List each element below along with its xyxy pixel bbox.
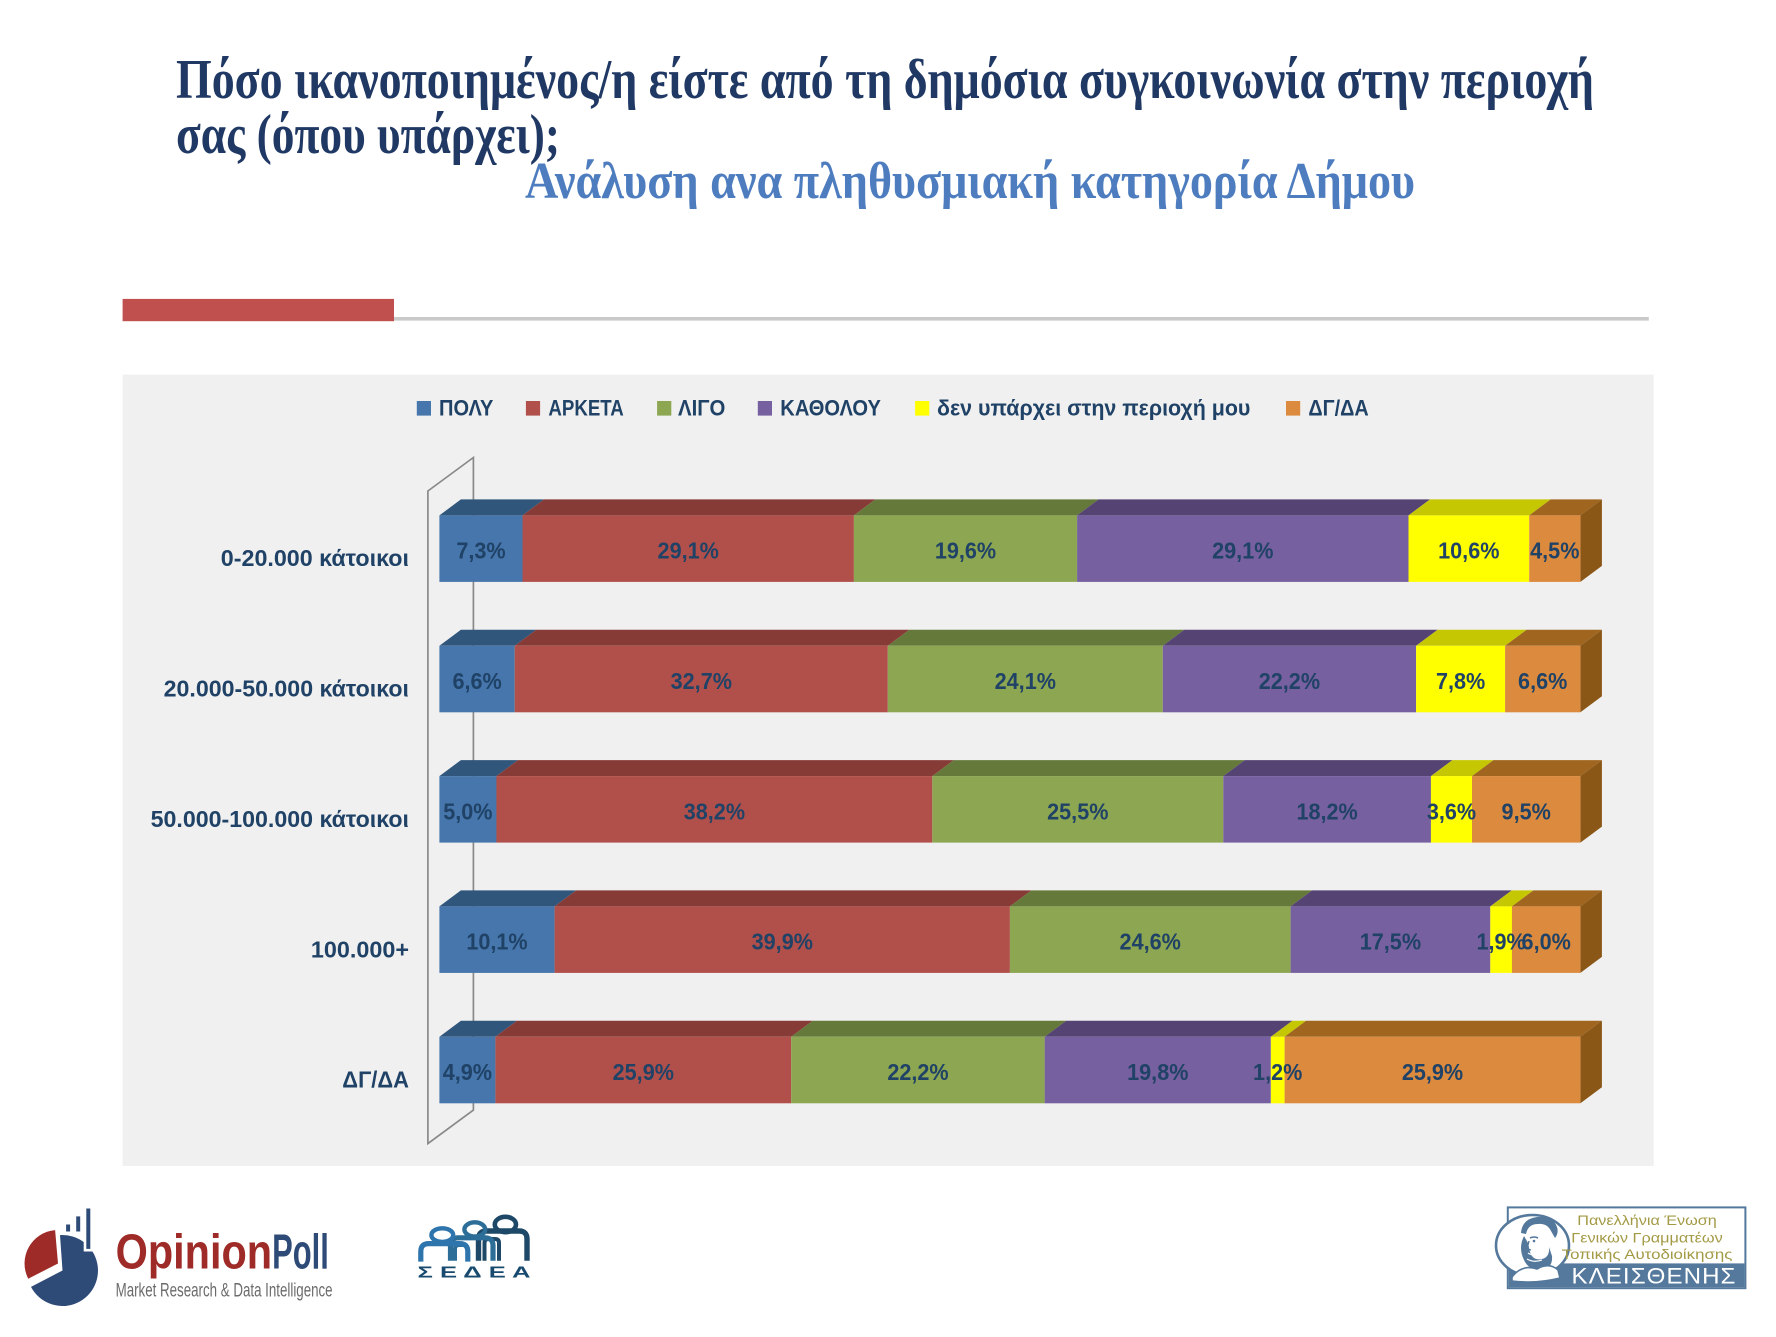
svg-text:22,2%: 22,2% <box>1259 668 1320 694</box>
svg-text:ΚΑΘΟΛΟΥ: ΚΑΘΟΛΟΥ <box>780 395 881 420</box>
svg-text:29,1%: 29,1% <box>1212 538 1273 564</box>
svg-text:24,6%: 24,6% <box>1120 929 1181 955</box>
svg-text:4,5%: 4,5% <box>1530 538 1579 564</box>
svg-text:3,6%: 3,6% <box>1427 798 1476 824</box>
svg-text:ΔΓ/ΔΑ: ΔΓ/ΔΑ <box>342 1067 409 1093</box>
svg-text:1,2%: 1,2% <box>1253 1059 1302 1085</box>
svg-text:25,5%: 25,5% <box>1047 798 1108 824</box>
svg-text:6,0%: 6,0% <box>1522 929 1571 955</box>
svg-text:Τοπικής Αυτοδιοίκησης: Τοπικής Αυτοδιοίκησης <box>1562 1247 1733 1262</box>
svg-text:ΚΛΕΙΣΘΕΝΗΣ: ΚΛΕΙΣΘΕΝΗΣ <box>1572 1263 1737 1288</box>
svg-text:50.000-100.000 κάτοικοι: 50.000-100.000 κάτοικοι <box>151 806 409 832</box>
svg-text:25,9%: 25,9% <box>1402 1059 1463 1085</box>
svg-text:6,6%: 6,6% <box>1518 668 1567 694</box>
svg-text:5,0%: 5,0% <box>443 798 492 824</box>
svg-text:Πόσο ικανοποιημένος/η είστε απ: Πόσο ικανοποιημένος/η είστε από τη δημόσ… <box>176 49 1594 111</box>
svg-text:7,8%: 7,8% <box>1436 668 1485 694</box>
svg-text:ΔΓ/ΔΑ: ΔΓ/ΔΑ <box>1308 395 1368 420</box>
svg-text:δεν υπάρχει στην περιοχή μου: δεν υπάρχει στην περιοχή μου <box>937 395 1250 420</box>
svg-text:Poll: Poll <box>272 1226 329 1280</box>
svg-text:20.000-50.000 κάτοικοι: 20.000-50.000 κάτοικοι <box>164 676 409 702</box>
svg-text:19,8%: 19,8% <box>1127 1059 1188 1085</box>
svg-text:17,5%: 17,5% <box>1360 929 1421 955</box>
svg-text:Market Research & Data Intelli: Market Research & Data Intelligence <box>116 1281 333 1302</box>
svg-text:39,9%: 39,9% <box>752 929 813 955</box>
svg-text:100.000+: 100.000+ <box>311 936 409 962</box>
svg-text:19,6%: 19,6% <box>935 538 996 564</box>
svg-text:σας (όπου υπάρχει);: σας (όπου υπάρχει); <box>176 104 560 166</box>
svg-text:38,2%: 38,2% <box>684 798 745 824</box>
svg-text:18,2%: 18,2% <box>1296 798 1357 824</box>
svg-text:Ανάλυση ανα πληθυσμιακή κατηγο: Ανάλυση ανα πληθυσμιακή κατηγορία Δήμου <box>525 153 1415 210</box>
svg-text:22,2%: 22,2% <box>887 1059 948 1085</box>
svg-text:10,6%: 10,6% <box>1438 538 1499 564</box>
svg-text:ΑΡΚΕΤΑ: ΑΡΚΕΤΑ <box>548 395 623 420</box>
svg-text:Γενικών Γραμματέων: Γενικών Γραμματέων <box>1571 1230 1723 1245</box>
svg-text:25,9%: 25,9% <box>613 1059 674 1085</box>
svg-text:Πανελλήνια Ένωση: Πανελλήνια Ένωση <box>1577 1213 1717 1228</box>
svg-text:9,5%: 9,5% <box>1502 798 1551 824</box>
svg-text:6,6%: 6,6% <box>452 668 501 694</box>
svg-text:24,1%: 24,1% <box>995 668 1056 694</box>
svg-text:32,7%: 32,7% <box>671 668 732 694</box>
svg-text:0-20.000 κάτοικοι: 0-20.000 κάτοικοι <box>221 545 409 571</box>
svg-text:7,3%: 7,3% <box>456 538 505 564</box>
svg-text:1,9%: 1,9% <box>1476 929 1525 955</box>
svg-text:Σ Ε Δ Ε Α: Σ Ε Δ Ε Α <box>418 1265 531 1282</box>
svg-text:10,1%: 10,1% <box>466 929 527 955</box>
svg-text:Opinion: Opinion <box>116 1226 273 1280</box>
svg-text:ΛΙΓΟ: ΛΙΓΟ <box>678 395 725 420</box>
svg-text:29,1%: 29,1% <box>658 538 719 564</box>
svg-text:4,9%: 4,9% <box>443 1059 492 1085</box>
svg-text:ΠΟΛΥ: ΠΟΛΥ <box>439 395 494 420</box>
